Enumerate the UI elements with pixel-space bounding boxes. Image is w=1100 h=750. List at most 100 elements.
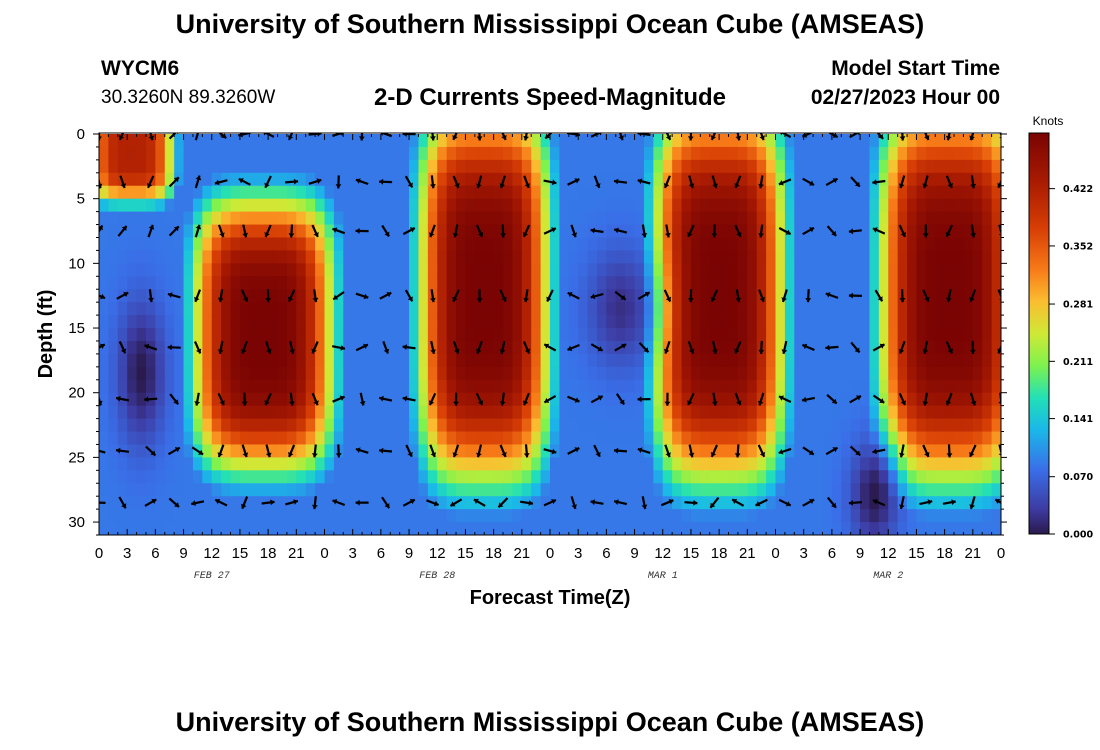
heat-cell [587, 418, 598, 433]
heat-cell [211, 224, 222, 239]
current-vector [899, 496, 905, 510]
model-start-label: Model Start Time [831, 57, 1000, 80]
current-vector [332, 291, 345, 301]
heat-cell [183, 522, 194, 535]
heat-cell [531, 159, 542, 174]
heat-cell [766, 392, 777, 407]
heat-cell [991, 431, 1001, 446]
heat-cell [954, 185, 965, 200]
heat-cell [550, 418, 560, 433]
heat-cell [371, 198, 382, 213]
heat-cell [465, 211, 476, 226]
heat-cell [493, 211, 504, 226]
heat-cell [343, 185, 354, 200]
heat-cell [446, 237, 457, 252]
heat-cell [183, 418, 194, 433]
heat-cell [982, 263, 993, 277]
heat-cell [437, 172, 448, 187]
heat-cell [503, 263, 514, 277]
heat-cell [221, 340, 232, 355]
heat-cell [813, 211, 824, 226]
current-vector [802, 498, 815, 507]
heat-cell [907, 263, 918, 277]
heat-cell [897, 366, 908, 381]
heat-cell [944, 250, 955, 264]
heat-cell [841, 340, 852, 355]
heat-cell [174, 496, 185, 510]
current-vector [428, 224, 436, 238]
heat-cell [192, 470, 203, 484]
heat-cell [578, 483, 589, 497]
heat-cell [108, 470, 119, 484]
heat-cell [587, 302, 598, 316]
heat-cell [286, 250, 297, 264]
current-vector [922, 444, 930, 458]
heat-cell [456, 509, 467, 523]
heat-cell [127, 379, 138, 394]
heat-cell [305, 172, 316, 187]
heat-cell [719, 159, 730, 174]
heat-cell [550, 522, 560, 535]
heat-cell [418, 211, 429, 226]
heat-cell [380, 146, 391, 161]
heat-cell [277, 198, 288, 213]
x-tick-label: 0 [997, 545, 1005, 562]
heat-cell [315, 263, 326, 277]
heat-cell [728, 289, 739, 303]
heat-cell [136, 250, 147, 264]
heat-cell [484, 315, 495, 329]
heat-cell [596, 405, 607, 420]
heat-cell [531, 172, 542, 187]
heat-cell [362, 470, 373, 484]
heat-cell [474, 522, 485, 535]
heat-cell [352, 353, 363, 368]
heat-cell [775, 159, 786, 174]
heat-cell [315, 250, 326, 264]
heat-cell [991, 353, 1001, 368]
x-tick-label: 6 [828, 545, 836, 562]
heat-cell [634, 470, 645, 484]
heat-cell [136, 509, 147, 523]
heat-cell [559, 496, 570, 510]
heat-cell [136, 146, 147, 161]
heat-cell [860, 457, 871, 471]
heat-cell [324, 263, 335, 277]
heat-cell [850, 172, 861, 187]
current-vector [615, 393, 626, 406]
plot-title: 2-D Currents Speed-Magnitude [373, 84, 727, 111]
heat-cell [737, 263, 748, 277]
heat-cell [99, 431, 109, 446]
heat-cell [211, 444, 222, 458]
heat-cell [794, 379, 805, 394]
heat-cell [437, 302, 448, 316]
heat-cell [991, 302, 1001, 316]
heat-cell [925, 315, 936, 329]
heat-cell [399, 276, 410, 290]
heat-cell [991, 224, 1001, 239]
heat-cell [540, 457, 551, 471]
heat-cell [249, 211, 260, 226]
heat-cell [296, 224, 307, 239]
current-vector [194, 289, 202, 303]
heat-cell [822, 211, 833, 226]
heat-cell [164, 159, 175, 174]
heat-cell [559, 263, 570, 277]
heat-cell [794, 172, 805, 187]
heat-cell [831, 250, 842, 264]
heat-cell [916, 328, 927, 342]
heat-cell [728, 198, 739, 213]
heat-cell [446, 340, 457, 355]
heat-cell [681, 353, 692, 368]
heat-cell [108, 315, 119, 329]
heat-cell [305, 185, 316, 200]
heat-cell [296, 496, 307, 510]
heat-cell [268, 340, 279, 355]
heat-cell [850, 366, 861, 381]
heat-cell [164, 470, 175, 484]
heat-cell [465, 250, 476, 264]
current-vector [848, 228, 862, 235]
heat-cell [371, 315, 382, 329]
heat-cell [550, 392, 560, 407]
heat-cell [606, 263, 617, 277]
heat-cell [249, 263, 260, 277]
